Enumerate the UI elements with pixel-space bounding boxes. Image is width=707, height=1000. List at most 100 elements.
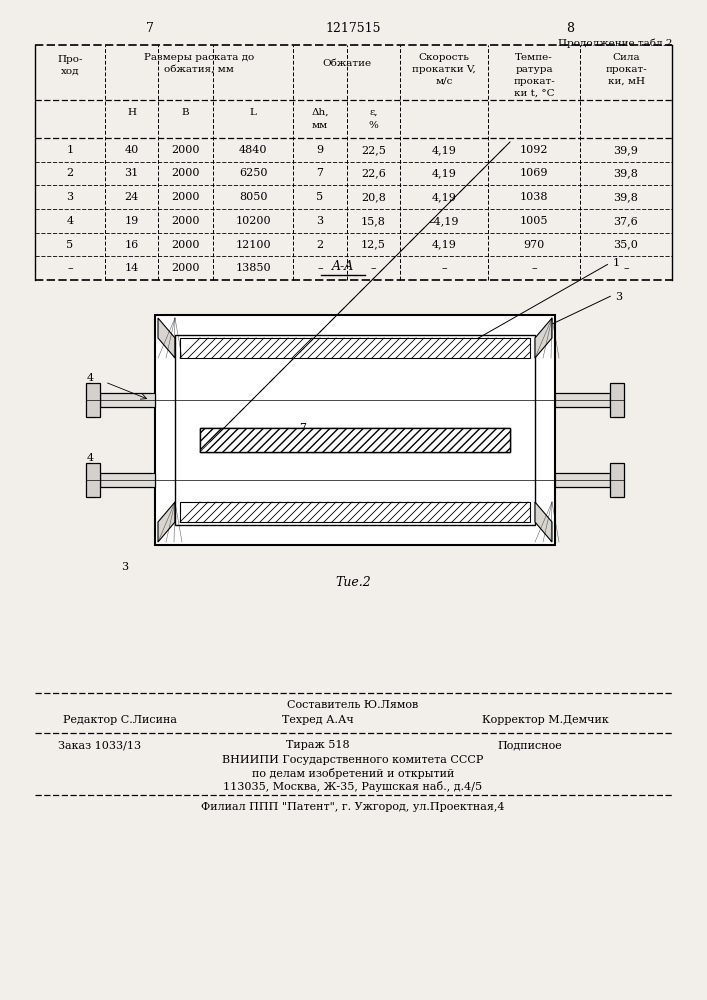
Text: 4,19: 4,19 [431,192,457,202]
Text: 1038: 1038 [520,192,548,202]
Bar [100,473,155,487]
Polygon shape [158,318,175,358]
Bar [610,383,624,417]
Text: 5: 5 [66,239,74,249]
Text: ратура: ратура [515,65,553,74]
Text: 2000: 2000 [171,168,200,178]
Text: Темпе-: Темпе- [515,53,553,62]
Bar [555,393,610,407]
Text: 12,5: 12,5 [361,239,386,249]
Text: обжатия, мм: обжатия, мм [164,65,234,74]
Text: 39,8: 39,8 [614,192,638,202]
Text: Скорость: Скорость [419,53,469,62]
Text: 3: 3 [615,292,622,302]
Text: 24: 24 [124,192,139,202]
Text: 8050: 8050 [239,192,267,202]
Text: 4,19: 4,19 [431,168,457,178]
Text: 20,8: 20,8 [361,192,386,202]
Text: ВНИИПИ Государственного комитета СССР: ВНИИПИ Государственного комитета СССР [222,755,484,765]
Bar [155,315,555,545]
Text: 7: 7 [300,423,307,433]
Bar [100,393,155,407]
Text: Тираж 518: Тираж 518 [286,740,350,750]
Text: 4,19: 4,19 [431,145,457,155]
Text: Сила: Сила [612,53,640,62]
Text: 4: 4 [87,373,94,383]
Text: Заказ 1033/13: Заказ 1033/13 [59,740,141,750]
Text: 7: 7 [317,168,324,178]
Text: 1005: 1005 [520,216,548,226]
Text: 22,5: 22,5 [361,145,386,155]
Text: Подписное: Подписное [498,740,562,750]
Bar [180,502,530,522]
Text: 35,0: 35,0 [614,239,638,249]
Text: L: L [250,108,257,117]
Text: прокатки V,: прокатки V, [412,65,476,74]
Text: м/с: м/с [436,77,452,86]
Text: 4: 4 [87,453,94,463]
Text: ки, мН: ки, мН [607,77,645,86]
Text: ε,: ε, [369,108,378,117]
Bar [86,383,100,417]
Text: –: – [370,263,376,273]
Text: 1217515: 1217515 [325,22,381,35]
Text: 40: 40 [124,145,139,155]
Text: 31: 31 [124,168,139,178]
Text: 39,9: 39,9 [614,145,638,155]
Text: Обжатие: Обжатие [322,59,371,68]
Text: 5: 5 [317,192,324,202]
Text: 2000: 2000 [171,216,200,226]
Text: Филиал ППП "Патент", г. Ужгород, ул.Проектная,4: Филиал ППП "Патент", г. Ужгород, ул.Прое… [201,802,505,812]
Text: 10200: 10200 [235,216,271,226]
Text: ход: ход [61,67,79,76]
Text: –: – [531,263,537,273]
Text: Размеры раската до: Размеры раската до [144,53,254,62]
Text: 2: 2 [317,239,324,249]
Polygon shape [535,318,552,358]
Text: 13850: 13850 [235,263,271,273]
Bar [180,338,530,358]
Text: 9: 9 [317,145,324,155]
Text: 14: 14 [124,263,139,273]
Text: A-A: A-A [332,260,354,273]
Text: 15,8: 15,8 [361,216,386,226]
Text: 4: 4 [66,216,74,226]
Text: прокат-: прокат- [605,65,647,74]
Bar [200,428,510,452]
Text: 1: 1 [66,145,74,155]
Text: Составитель Ю.Лямов: Составитель Ю.Лямов [287,700,419,710]
Text: Τue.2: Τue.2 [335,576,371,589]
Text: 37,6: 37,6 [614,216,638,226]
Text: –: – [623,263,629,273]
Text: 7: 7 [146,22,154,35]
Text: %: % [368,121,378,130]
Text: 12100: 12100 [235,239,271,249]
Text: Продолжение табл.2: Продолжение табл.2 [558,38,672,47]
Text: –: – [317,263,323,273]
Bar [85,235,625,595]
Text: Техред А.Ач: Техред А.Ач [282,715,354,725]
Text: –4,19: –4,19 [428,216,460,226]
Text: ки t, °С: ки t, °С [514,89,554,98]
Text: 1: 1 [613,258,620,268]
Text: 2000: 2000 [171,263,200,273]
Text: 6250: 6250 [239,168,267,178]
Bar [555,473,610,487]
Text: 1069: 1069 [520,168,548,178]
Text: –: – [67,263,73,273]
Text: 8: 8 [566,22,574,35]
Polygon shape [158,502,175,542]
Text: Δh,: Δh, [311,108,329,117]
Text: прокат-: прокат- [513,77,555,86]
Text: 39,8: 39,8 [614,168,638,178]
Polygon shape [535,502,552,542]
Text: Про-: Про- [57,55,83,64]
Text: –: – [441,263,447,273]
Text: 2: 2 [371,430,378,440]
Text: B: B [182,108,189,117]
Bar [610,463,624,497]
Text: 22,6: 22,6 [361,168,386,178]
Text: по делам изобретений и открытий: по делам изобретений и открытий [252,768,454,779]
Text: 2: 2 [66,168,74,178]
Text: 113035, Москва, Ж-35, Раушская наб., д.4/5: 113035, Москва, Ж-35, Раушская наб., д.4… [223,781,483,792]
